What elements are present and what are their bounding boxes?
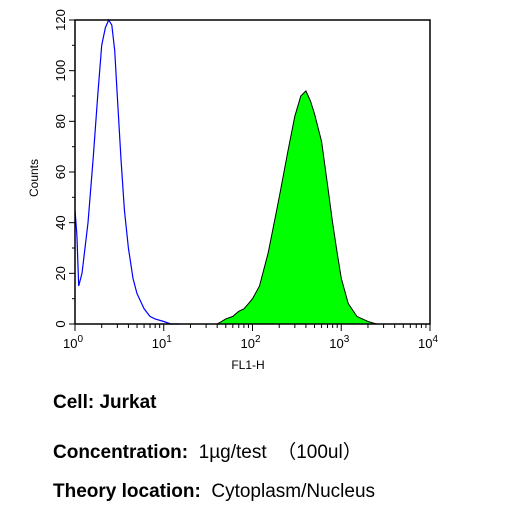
y-tick-label: 120: [53, 9, 68, 31]
caption-cell-label: Cell:: [53, 392, 95, 413]
series-1-line: [74, 18, 180, 325]
series-0-fill: [215, 90, 377, 325]
y-tick-label: 20: [53, 266, 68, 280]
caption-cell-value: Jurkat: [94, 392, 157, 413]
plot-marks: [74, 18, 377, 325]
y-tick-label: 0: [53, 320, 68, 327]
y-tick-label: 40: [53, 215, 68, 229]
caption-theory: Theory location: Cytoplasm/Nucleus: [53, 481, 375, 503]
plot-frame: [74, 19, 431, 325]
x-tick-label: 100: [63, 334, 83, 351]
x-axis-title: FL1-H: [231, 358, 264, 372]
x-tick-label: 101: [152, 334, 172, 351]
caption-concentration-label: Concentration:: [53, 442, 189, 463]
x-axis: 100 101 102 103 104: [63, 324, 438, 351]
y-tick-label: 100: [53, 60, 68, 82]
caption-cell: Cell: Jurkat: [53, 392, 157, 414]
x-tick-label: 102: [240, 334, 260, 351]
y-axis-title: Counts: [27, 159, 41, 197]
y-tick-label: 80: [53, 114, 68, 128]
caption-concentration-value: 1µg/test （100ul）: [188, 442, 362, 463]
caption-theory-label: Theory location:: [53, 481, 201, 502]
x-tick-label: 103: [329, 334, 349, 351]
caption-concentration: Concentration: 1µg/test （100ul）: [53, 437, 362, 464]
x-tick-label: 104: [418, 334, 438, 351]
caption-theory-value: Cytoplasm/Nucleus: [200, 481, 376, 502]
y-axis: 0 20 40 60 80 100 120: [53, 9, 75, 328]
histogram-chart: 0 20 40 60 80 100 120 100 101 102 103 104 Counts F…: [27, 9, 438, 372]
y-tick-label: 60: [53, 165, 68, 179]
